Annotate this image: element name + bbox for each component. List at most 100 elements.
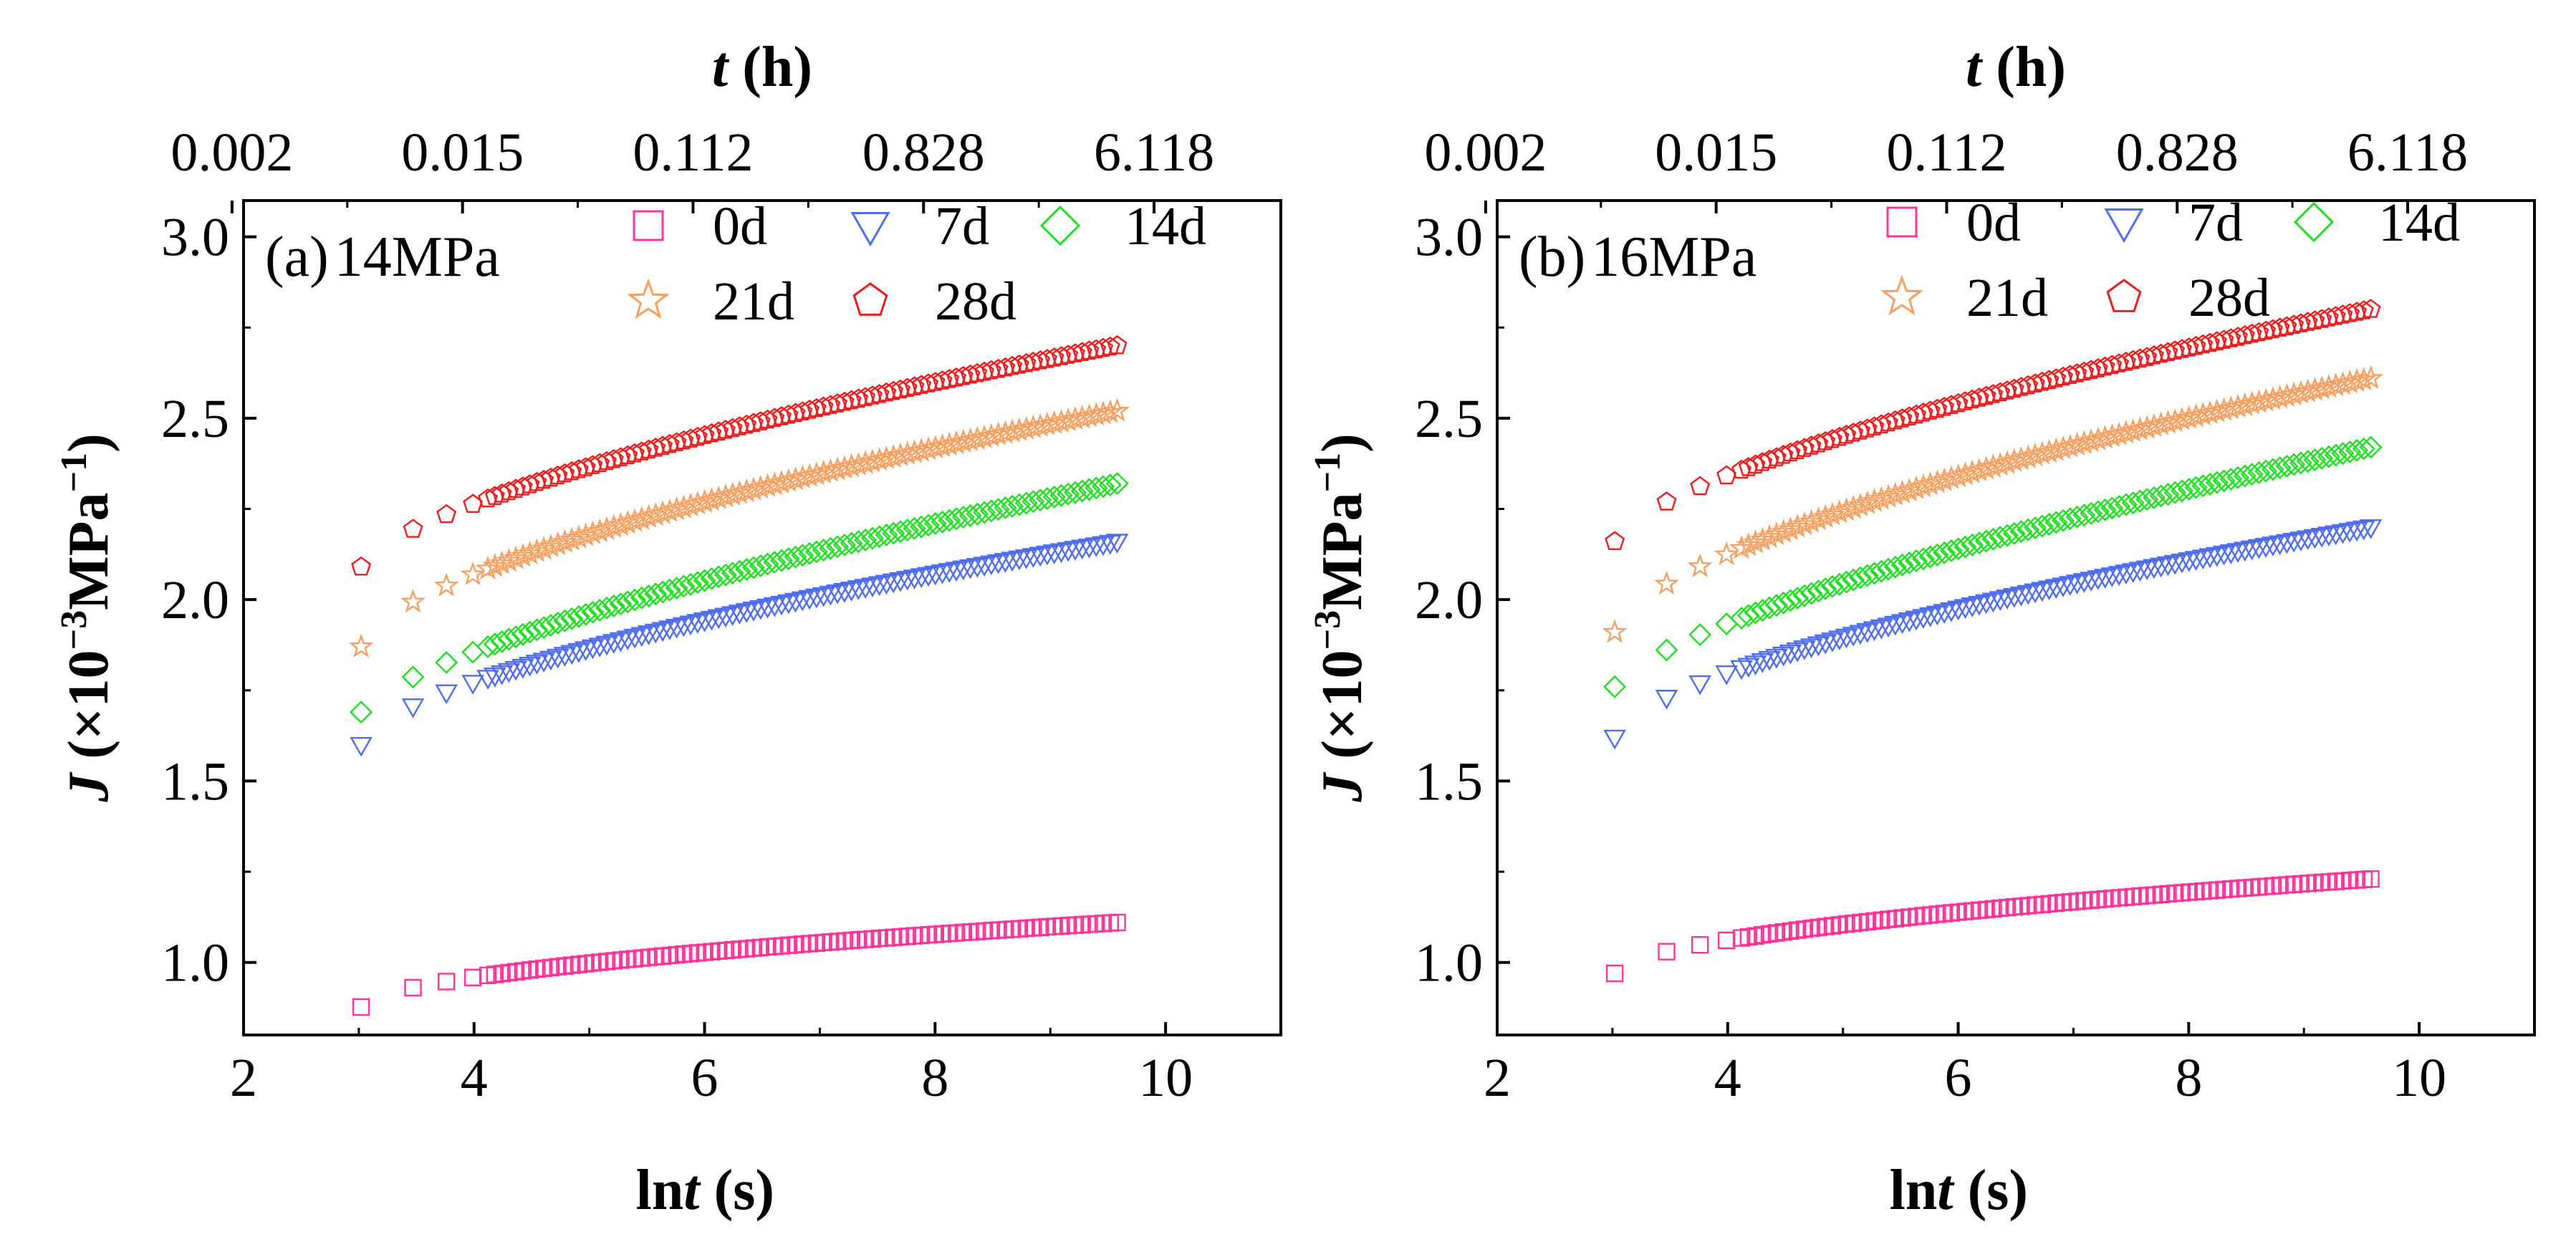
data-point (2108, 566, 2130, 586)
top-tick-label: 0.828 (862, 122, 985, 183)
data-point (2249, 322, 2269, 342)
data-point (693, 569, 716, 592)
data-point (2039, 370, 2060, 390)
data-point (2156, 483, 2180, 506)
data-point (2121, 563, 2145, 584)
data-point (784, 592, 807, 613)
data-point (630, 586, 653, 610)
data-point (623, 588, 647, 612)
data-point (491, 483, 512, 503)
data-point (1920, 400, 1941, 420)
data-point (616, 630, 640, 650)
data-point (2262, 536, 2284, 557)
data-point (2149, 484, 2173, 508)
data-point (2058, 507, 2082, 531)
data-point (559, 526, 585, 551)
data-point (806, 398, 827, 418)
data-point (497, 663, 521, 683)
data-point (1898, 612, 1921, 632)
data-point (567, 642, 590, 663)
data-point (2268, 456, 2292, 480)
x-tick-label: 10 (2392, 1048, 2446, 1108)
data-point (2234, 541, 2257, 562)
data-point (574, 602, 597, 626)
data-point (602, 594, 625, 618)
data-point (546, 611, 569, 635)
data-point (832, 533, 856, 557)
data-point (630, 627, 653, 647)
data-point (1754, 926, 1772, 944)
plot-frame (1496, 199, 2536, 1036)
series-7d (1603, 519, 2383, 750)
top-tick-label: 0.828 (2116, 122, 2239, 183)
data-point (2108, 494, 2131, 518)
data-point (918, 373, 939, 393)
data-point (2002, 521, 2026, 545)
data-point (1064, 541, 1087, 561)
data-point (1730, 660, 1753, 680)
data-point (637, 625, 660, 645)
data-point (1918, 545, 1942, 569)
series-21d (348, 398, 1130, 658)
data-point (1764, 594, 1788, 617)
data-point (1057, 482, 1080, 506)
data-point (484, 486, 505, 505)
data-point (590, 453, 610, 473)
data-point (490, 665, 514, 685)
data-point (1968, 595, 1991, 616)
data-point (1913, 403, 1933, 422)
data-point (560, 645, 584, 665)
data-point (812, 587, 835, 607)
data-point (945, 507, 969, 531)
data-point (518, 657, 542, 677)
data-point (938, 563, 961, 583)
data-point (540, 467, 561, 487)
data-point (1857, 418, 1878, 438)
data-point (616, 590, 640, 614)
data-point (2163, 481, 2187, 504)
data-point (764, 408, 785, 427)
data-point (1759, 449, 1780, 469)
data-point (518, 620, 542, 644)
data-point (2345, 521, 2368, 542)
series-0d (1605, 870, 2380, 983)
data-point (1948, 393, 1969, 413)
data-point (351, 556, 372, 576)
data-point (2325, 306, 2346, 325)
y-tick-label: 1.5 (1415, 751, 1483, 812)
data-point (2282, 532, 2305, 553)
data-point (1758, 596, 1782, 620)
data-point (819, 585, 842, 606)
data-point (2254, 538, 2277, 558)
data-point (2305, 310, 2325, 329)
data-point (1847, 492, 1873, 517)
series-21d (1602, 365, 2384, 643)
data-point (2233, 464, 2257, 488)
data-point (931, 564, 954, 584)
data-point (552, 529, 577, 553)
legend-label-21d: 21d (713, 271, 794, 332)
data-point (854, 528, 878, 552)
data-point (1996, 589, 2019, 610)
data-point (1883, 481, 1908, 506)
data-point (820, 395, 841, 414)
data-point (1070, 479, 1094, 503)
data-point (531, 536, 557, 560)
data-point (2338, 440, 2362, 463)
data-point (1602, 619, 1628, 643)
data-point (350, 736, 373, 757)
data-point (601, 514, 627, 539)
data-point (708, 421, 729, 440)
data-point (2115, 564, 2138, 584)
data-point (484, 668, 506, 688)
data-point (1940, 602, 1963, 622)
data-point (1772, 591, 1795, 615)
data-point (1786, 642, 1809, 663)
data-point (1885, 410, 1905, 430)
data-point (2191, 474, 2215, 498)
data-point (1842, 627, 1865, 647)
data-point (403, 519, 423, 538)
data-point (1603, 675, 1627, 698)
data-point (525, 618, 549, 642)
data-point (917, 514, 940, 537)
